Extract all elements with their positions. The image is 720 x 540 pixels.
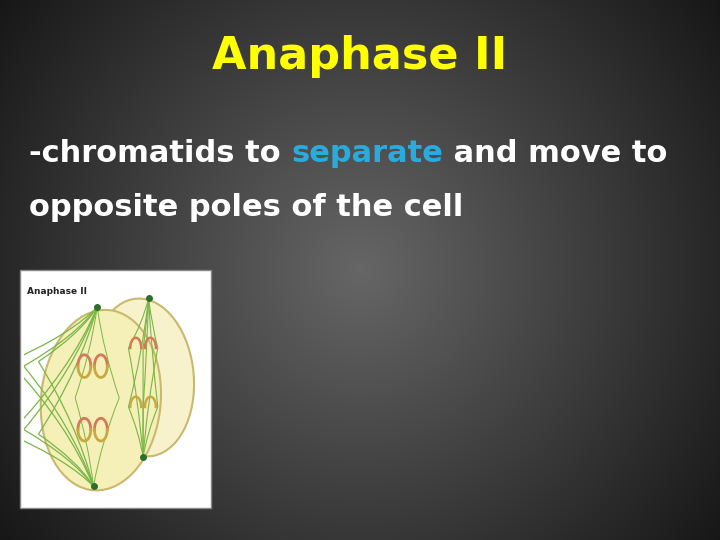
Text: and move to: and move to bbox=[443, 139, 667, 168]
Text: opposite poles of the cell: opposite poles of the cell bbox=[29, 193, 463, 222]
Ellipse shape bbox=[92, 299, 194, 456]
Text: Anaphase II: Anaphase II bbox=[27, 287, 87, 295]
Text: separate: separate bbox=[291, 139, 443, 168]
Text: -chromatids to: -chromatids to bbox=[29, 139, 291, 168]
FancyBboxPatch shape bbox=[20, 270, 211, 508]
Text: Anaphase II: Anaphase II bbox=[212, 35, 508, 78]
Ellipse shape bbox=[41, 310, 161, 490]
